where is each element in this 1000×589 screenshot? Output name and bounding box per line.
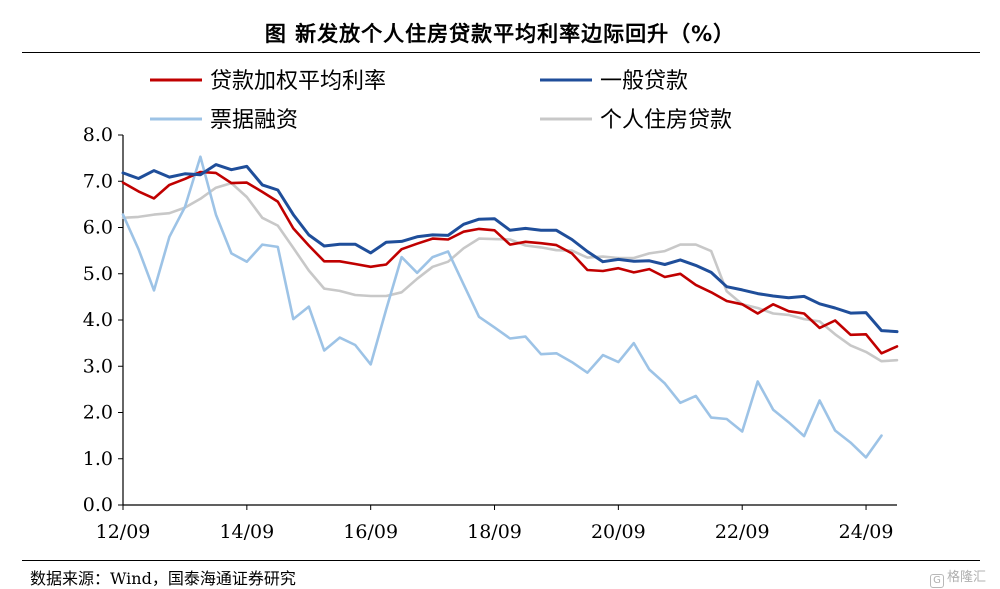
y-tick-label: 0.0 xyxy=(83,494,113,516)
title-rule xyxy=(22,52,980,53)
series-line-1 xyxy=(121,163,899,334)
legend-label-2: 票据融资 xyxy=(210,108,298,133)
x-tick-label: 16/09 xyxy=(343,521,398,543)
y-tick-label: 1.0 xyxy=(83,448,113,470)
y-tick-label: 5.0 xyxy=(83,263,113,285)
series-line-2 xyxy=(121,155,883,459)
x-tick-label: 12/09 xyxy=(96,521,151,543)
y-tick-label: 4.0 xyxy=(83,309,113,331)
y-tick-label: 2.0 xyxy=(83,402,113,424)
x-tick-label: 14/09 xyxy=(219,521,274,543)
y-tick-label: 8.0 xyxy=(83,124,113,146)
y-tick-label: 3.0 xyxy=(83,355,113,377)
legend-label-0: 贷款加权平均利率 xyxy=(210,69,386,94)
watermark-text: 格隆汇 xyxy=(946,570,986,585)
watermark-logo-icon: G xyxy=(929,574,944,588)
series-line-3 xyxy=(121,181,899,363)
y-tick-label: 7.0 xyxy=(83,170,113,192)
x-tick-label: 20/09 xyxy=(591,521,646,543)
legend-label-3: 个人住房贷款 xyxy=(600,108,732,133)
source-note: 数据来源：Wind，国泰海通证券研究 xyxy=(30,569,296,588)
x-tick-label: 22/09 xyxy=(715,521,770,543)
series-line-0 xyxy=(121,170,899,355)
x-tick-label: 18/09 xyxy=(467,521,522,543)
legend-label-1: 一般贷款 xyxy=(600,69,688,94)
watermark: G 格隆汇 xyxy=(929,566,986,588)
y-tick-label: 6.0 xyxy=(83,217,113,239)
chart-title: 图 新发放个人住房贷款平均利率边际回升（%） xyxy=(264,22,736,46)
source-rule xyxy=(22,560,980,561)
x-tick-label: 24/09 xyxy=(839,521,894,543)
